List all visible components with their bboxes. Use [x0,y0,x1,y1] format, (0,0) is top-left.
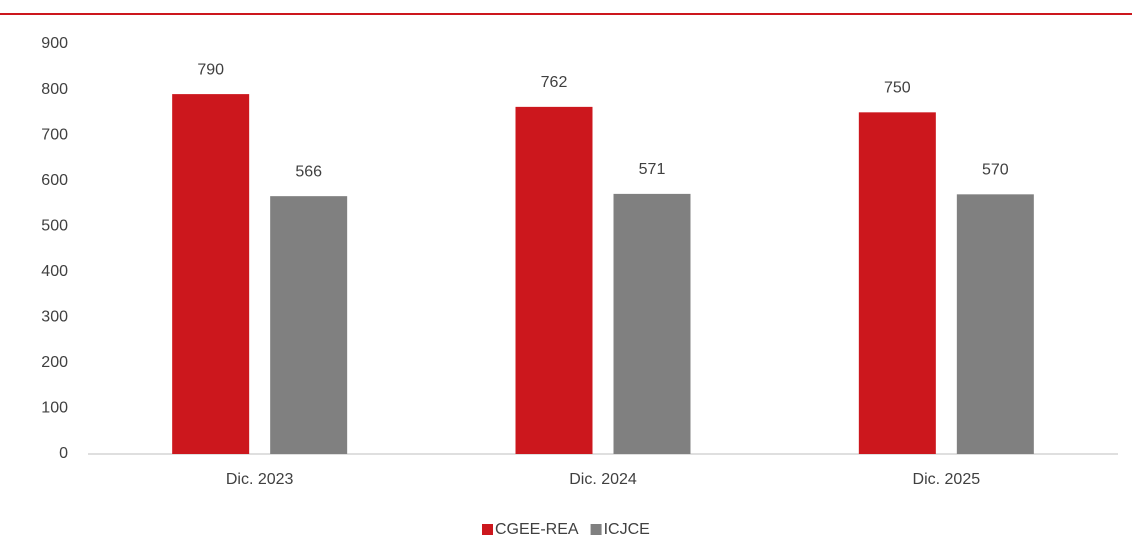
x-tick-label: Dic. 2024 [569,471,637,488]
value-label: 790 [197,61,224,78]
y-tick-label: 800 [41,81,68,98]
x-tick-label: Dic. 2025 [913,471,981,488]
y-tick-label: 900 [41,35,68,52]
value-label: 571 [639,161,666,178]
bar [270,196,348,454]
bar [956,194,1034,455]
legend-swatch [590,524,602,535]
x-tick-label: Dic. 2023 [226,471,294,488]
value-label: 566 [295,163,322,180]
y-tick-label: 600 [41,172,68,189]
y-tick-label: 500 [41,217,68,234]
value-label: 750 [884,80,911,97]
bar [613,193,691,454]
y-tick-label: 0 [59,445,68,462]
legend-swatch [482,524,493,535]
y-tick-label: 300 [41,309,68,326]
bar [515,106,593,454]
value-label: 762 [541,74,568,91]
value-label: 570 [982,162,1009,179]
legend-label: ICJCE [604,521,650,538]
y-tick-label: 100 [41,400,68,417]
bar [172,94,250,454]
y-tick-label: 700 [41,126,68,143]
y-tick-label: 200 [41,354,68,371]
legend-label: CGEE-REA [495,521,579,538]
bar [858,112,936,454]
y-tick-label: 400 [41,263,68,280]
